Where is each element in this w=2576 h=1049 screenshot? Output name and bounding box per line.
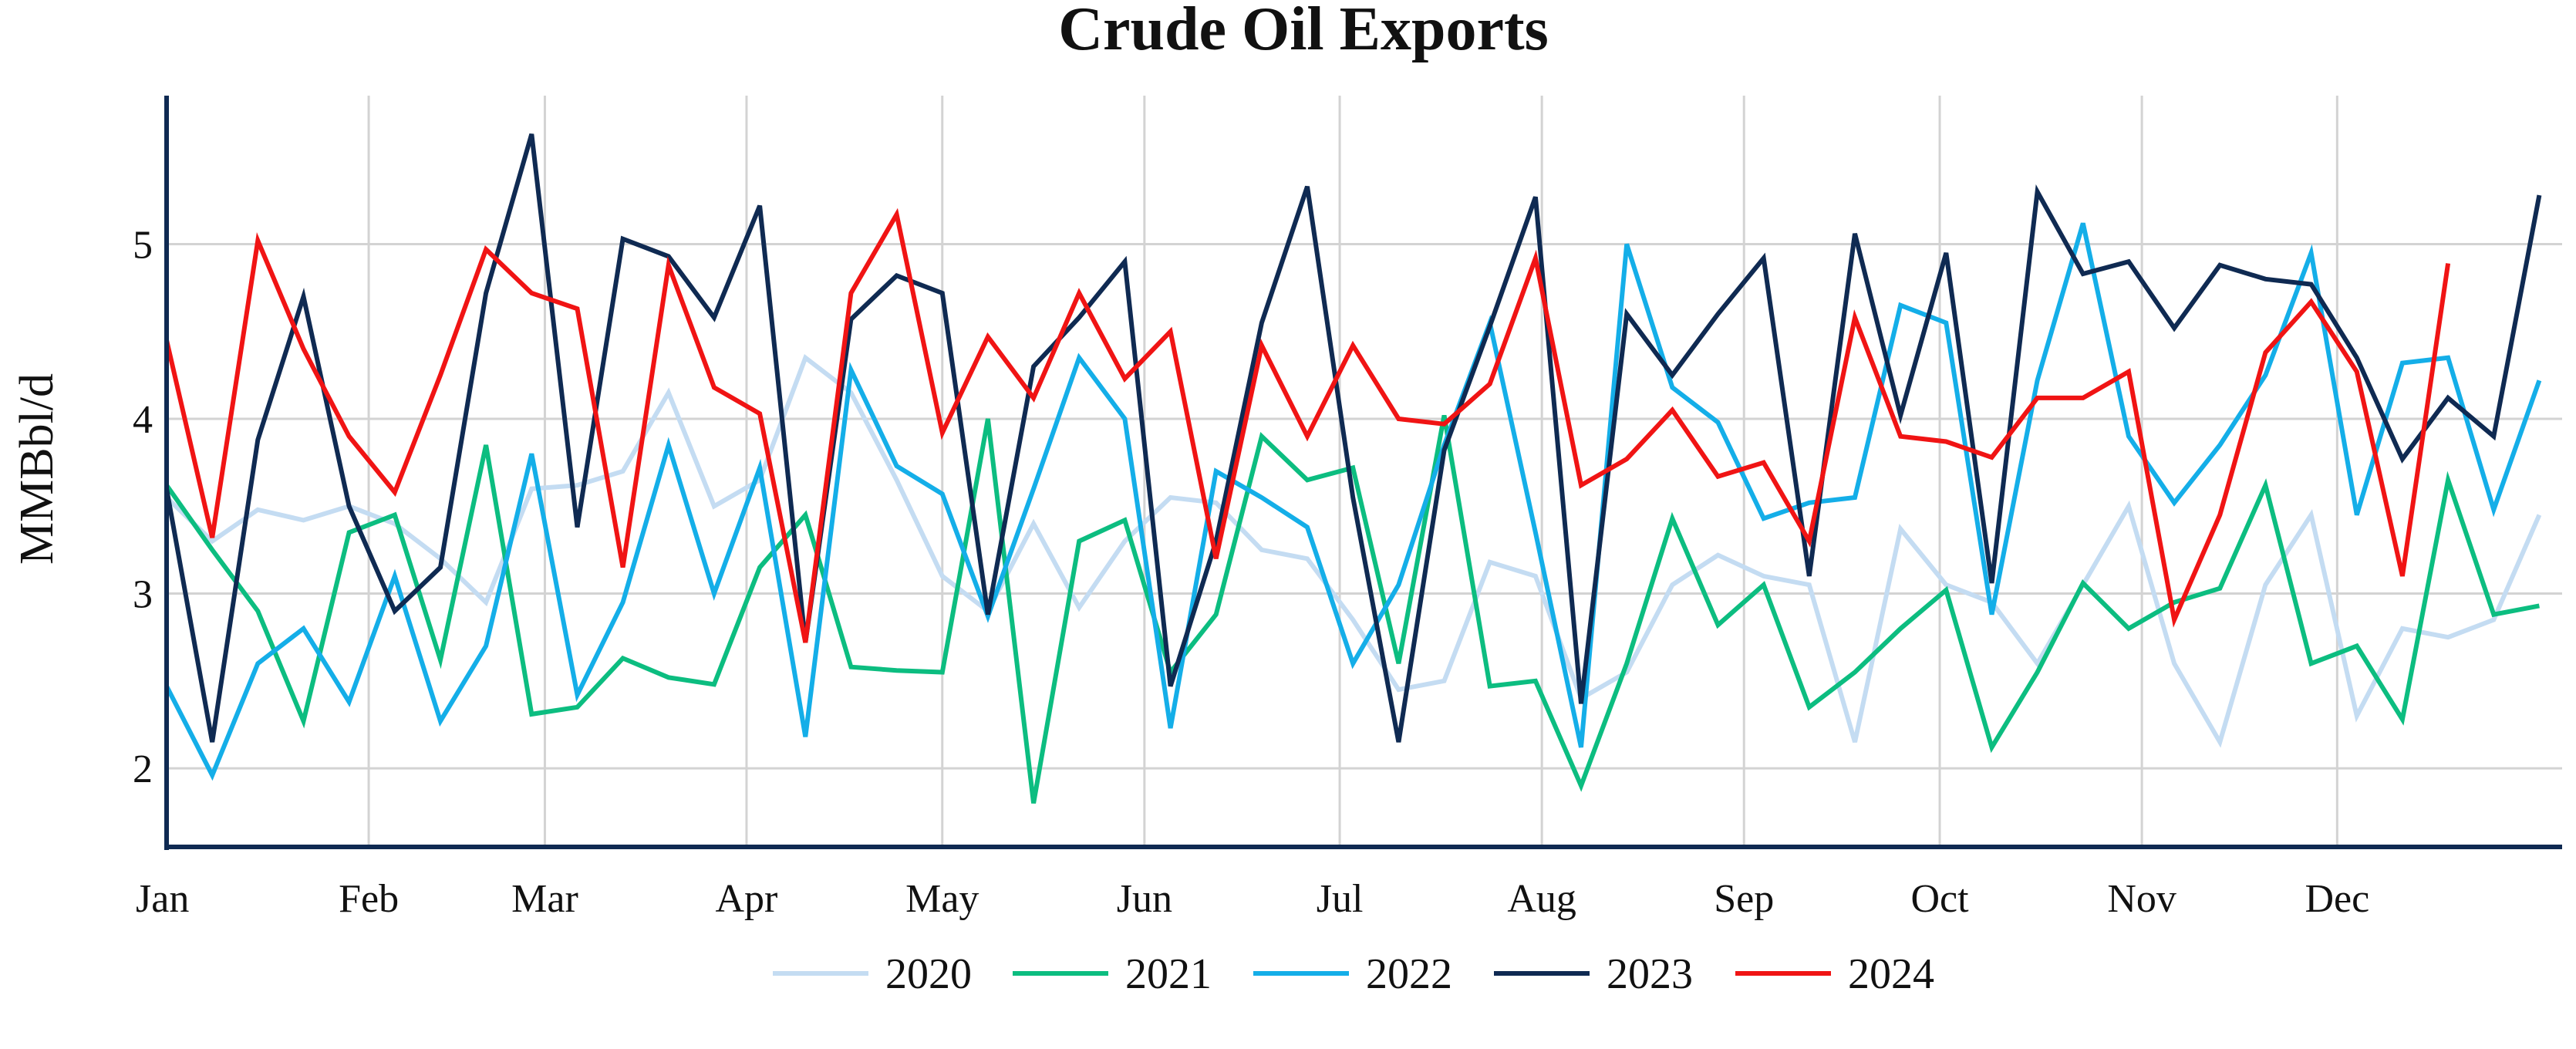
x-tick-label: Nov [2107,877,2176,921]
y-tick-label: 5 [133,224,153,268]
x-tick-label: May [905,877,979,921]
series-line-2020 [164,353,2542,748]
series-line-2024 [164,207,2451,643]
series-lines [164,133,2542,804]
chart-title: Crude Oil Exports [1058,0,1549,63]
legend-label-2020: 2020 [885,950,972,998]
legend: 2020 2021 2022 2023 2024 [773,950,1934,998]
x-tick-label: Jan [136,877,189,921]
x-tick-label: Jun [1117,877,1172,921]
legend-label-2022: 2022 [1366,950,1452,998]
x-tick-label: Sep [1714,877,1774,921]
x-tick-label: Dec [2305,877,2369,921]
x-tick-label: Apr [716,877,778,921]
x-tick-labels: Jan Feb Mar Apr May Jun Jul Aug Sep Oct Nov Dec [136,877,2369,921]
x-tick-label: Feb [339,877,399,921]
y-tick-label: 3 [133,573,153,617]
x-tick-label: Jul [1317,877,1364,921]
y-tick-label: 4 [133,398,153,442]
x-tick-label: Oct [1910,877,1969,921]
y-axis-title: MMBbl/d [11,373,63,565]
series-line-2023 [164,133,2542,743]
x-tick-label: Mar [511,877,578,921]
axes [164,96,2562,850]
y-tick-label: 2 [133,747,153,791]
legend-label-2024: 2024 [1848,950,1934,998]
legend-label-2021: 2021 [1125,950,1212,998]
legend-label-2023: 2023 [1607,950,1693,998]
x-tick-label: Aug [1507,877,1576,921]
series-line-2021 [164,414,2540,804]
y-tick-labels: 2 3 4 5 [133,224,153,792]
